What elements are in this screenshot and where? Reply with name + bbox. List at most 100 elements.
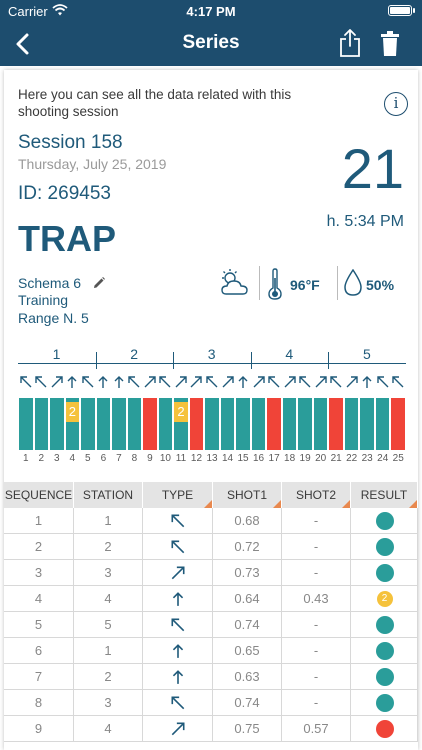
shot-bar[interactable] [220, 398, 235, 450]
cell-type [143, 690, 213, 716]
type-up-left-icon [170, 540, 184, 554]
shot-bar[interactable] [267, 398, 281, 450]
shot-bar[interactable] [282, 398, 297, 450]
station-axis-line [18, 363, 406, 364]
shot-bar[interactable] [158, 398, 173, 450]
type-up-right-icon [171, 722, 185, 736]
shot-bar[interactable] [143, 398, 157, 450]
schema-label: Schema 6 [18, 275, 82, 291]
shot-number: 13 [206, 453, 218, 464]
cell-type [143, 664, 213, 690]
humidity-divider [337, 266, 338, 300]
shot-bar[interactable] [127, 398, 142, 450]
cell-result: 2 [351, 586, 418, 612]
shot-number: 11 [175, 453, 187, 464]
shot-direction-up-left-icon [82, 376, 94, 388]
shot-bar[interactable]: 2 [65, 398, 80, 450]
result-hit-dot [375, 538, 394, 556]
table-row[interactable]: 5 5 0.74- [4, 612, 418, 638]
shot-bar[interactable] [313, 398, 328, 450]
shot-number: 17 [268, 453, 280, 464]
shot-number: 12 [190, 453, 203, 464]
shot-direction-up-right-icon [315, 376, 327, 388]
edit-pencil-icon[interactable] [92, 276, 106, 290]
shot-number: 4 [69, 453, 76, 464]
cell-shot2: 0.43 [282, 586, 351, 612]
shot-bar[interactable] [329, 398, 343, 450]
weather-divider [259, 266, 260, 300]
sort-corner-icon [409, 500, 417, 508]
shot-bar[interactable] [298, 398, 312, 450]
session-type: Training [18, 292, 69, 308]
shot-bar[interactable] [205, 398, 219, 450]
shot-direction-up-left-icon [206, 376, 218, 388]
share-button[interactable] [338, 28, 362, 58]
table-row[interactable]: 6 1 0.65- [4, 638, 418, 664]
type-up-icon [172, 592, 183, 606]
table-row[interactable]: 9 4 0.75 0.57 [4, 716, 418, 742]
shot-number: 3 [54, 453, 60, 464]
shot-bar[interactable] [96, 398, 111, 450]
shot-bar[interactable] [236, 398, 250, 450]
result-hit-dot [375, 642, 394, 660]
type-up-left-icon [170, 514, 184, 528]
shot-bar[interactable] [34, 398, 49, 450]
table-row[interactable]: 3 3 0.73- [4, 560, 418, 586]
table-row[interactable]: 8 3 0.74- [4, 690, 418, 716]
column-header-label: SHOT2 [295, 488, 336, 502]
shot-direction-up-left-icon [35, 376, 47, 388]
table-row[interactable]: 7 2 0.63- [4, 664, 418, 690]
table-row[interactable]: 4 4 0.64 0.43 2 [4, 586, 418, 612]
sort-corner-icon [204, 500, 212, 508]
shot-direction-up-icon [67, 376, 77, 388]
back-button[interactable] [10, 30, 36, 58]
shot-number: 16 [252, 453, 265, 464]
shot-bar[interactable]: 2 [174, 398, 188, 450]
sort-corner-icon [273, 500, 281, 508]
cell-result [351, 664, 418, 690]
cell-type [143, 716, 213, 742]
humidity-value: 50% [366, 277, 395, 293]
shot-direction-up-right-icon [175, 376, 187, 388]
shot-direction-up-left-icon [330, 376, 342, 388]
cell-seq: 6 [4, 638, 74, 664]
cell-result [351, 716, 418, 742]
cell-shot2: - [282, 612, 351, 638]
battery-icon [388, 5, 412, 16]
cell-type [143, 638, 213, 664]
shot-direction-up-right-icon [51, 376, 63, 388]
type-up-icon [172, 670, 183, 684]
column-header-type[interactable]: TYPE [143, 482, 213, 508]
result-hit-dot [375, 616, 394, 634]
column-header-shot1[interactable]: SHOT1 [213, 482, 282, 508]
shot-bar[interactable] [19, 398, 33, 450]
shot-bar[interactable] [360, 398, 374, 450]
result-hit-dot [375, 668, 394, 686]
shot-bar[interactable] [251, 398, 266, 450]
shot-bar[interactable] [112, 398, 126, 450]
shot-number: 25 [392, 453, 404, 464]
shot-bar[interactable] [81, 398, 95, 450]
column-header-result[interactable]: RESULT [351, 482, 418, 508]
shot-bar[interactable] [344, 398, 359, 450]
shot-bar[interactable] [189, 398, 204, 450]
shot-bar[interactable] [391, 398, 405, 450]
table-row[interactable]: 1 1 0.68- [4, 508, 418, 534]
result-hit-dot [375, 694, 394, 712]
cell-shot1: 0.68 [213, 508, 282, 534]
info-button[interactable]: i [384, 92, 408, 116]
shot-direction-up-left-icon [392, 376, 404, 388]
trash-button[interactable] [378, 28, 402, 58]
shot-bar[interactable] [50, 398, 64, 450]
cell-shot1: 0.75 [213, 716, 282, 742]
shot-bar[interactable] [375, 398, 390, 450]
cell-type [143, 560, 213, 586]
table-row[interactable]: 2 2 0.72- [4, 534, 418, 560]
cell-result [351, 534, 418, 560]
shot-number: 22 [346, 453, 358, 464]
humidity-drop-icon [344, 269, 362, 296]
cell-seq: 4 [4, 586, 74, 612]
cell-type [143, 586, 213, 612]
column-header-shot2[interactable]: SHOT2 [282, 482, 351, 508]
cell-station: 2 [74, 534, 143, 560]
